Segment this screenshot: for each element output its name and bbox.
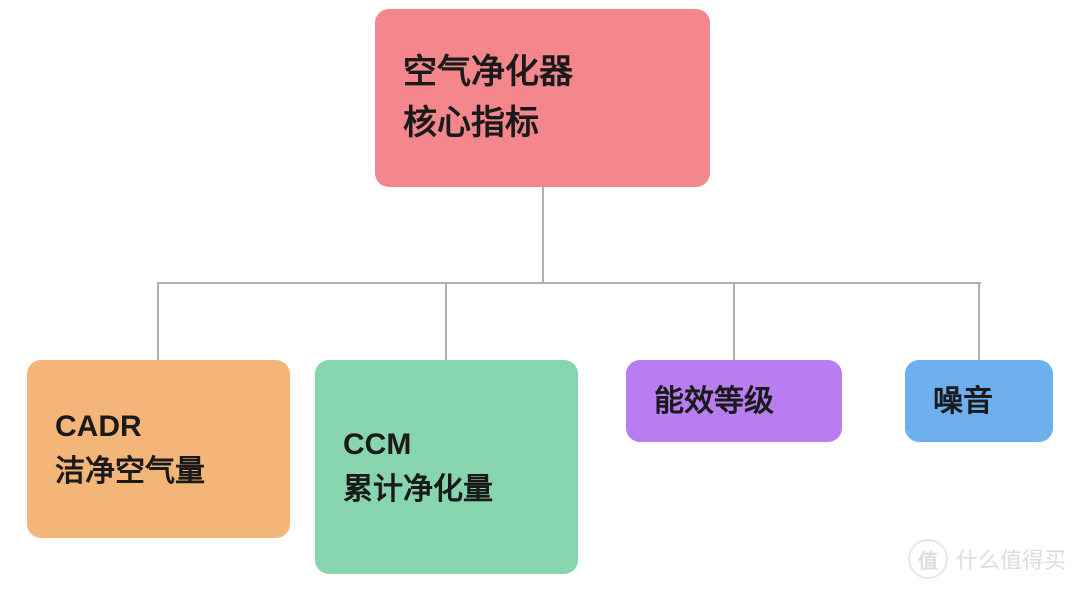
connector-child-1 xyxy=(445,282,447,360)
child-ccm-line2: 累计净化量 xyxy=(343,467,550,512)
watermark: 值 什么值得买 xyxy=(908,539,1066,579)
root-line1: 空气净化器 xyxy=(403,47,682,98)
child-cadr-line1: CADR xyxy=(55,404,262,449)
child-noise-line1: 噪音 xyxy=(933,379,1025,424)
root-line2: 核心指标 xyxy=(403,98,682,149)
child-cadr-line2: 洁净空气量 xyxy=(55,449,262,494)
watermark-badge-icon: 值 xyxy=(908,539,948,579)
child-node-ccm: CCM 累计净化量 xyxy=(315,360,578,574)
connector-child-3 xyxy=(978,282,980,360)
watermark-text: 什么值得买 xyxy=(956,543,1066,575)
connector-child-2 xyxy=(733,282,735,360)
connector-bus xyxy=(158,282,981,284)
connector-child-0 xyxy=(157,282,159,360)
child-efficiency-line1: 能效等级 xyxy=(654,379,814,424)
connector-root-stem xyxy=(542,187,544,284)
child-node-efficiency: 能效等级 xyxy=(626,360,842,442)
child-node-noise: 噪音 xyxy=(905,360,1053,442)
child-ccm-line1: CCM xyxy=(343,422,550,467)
root-node: 空气净化器 核心指标 xyxy=(375,9,710,187)
child-node-cadr: CADR 洁净空气量 xyxy=(27,360,290,538)
